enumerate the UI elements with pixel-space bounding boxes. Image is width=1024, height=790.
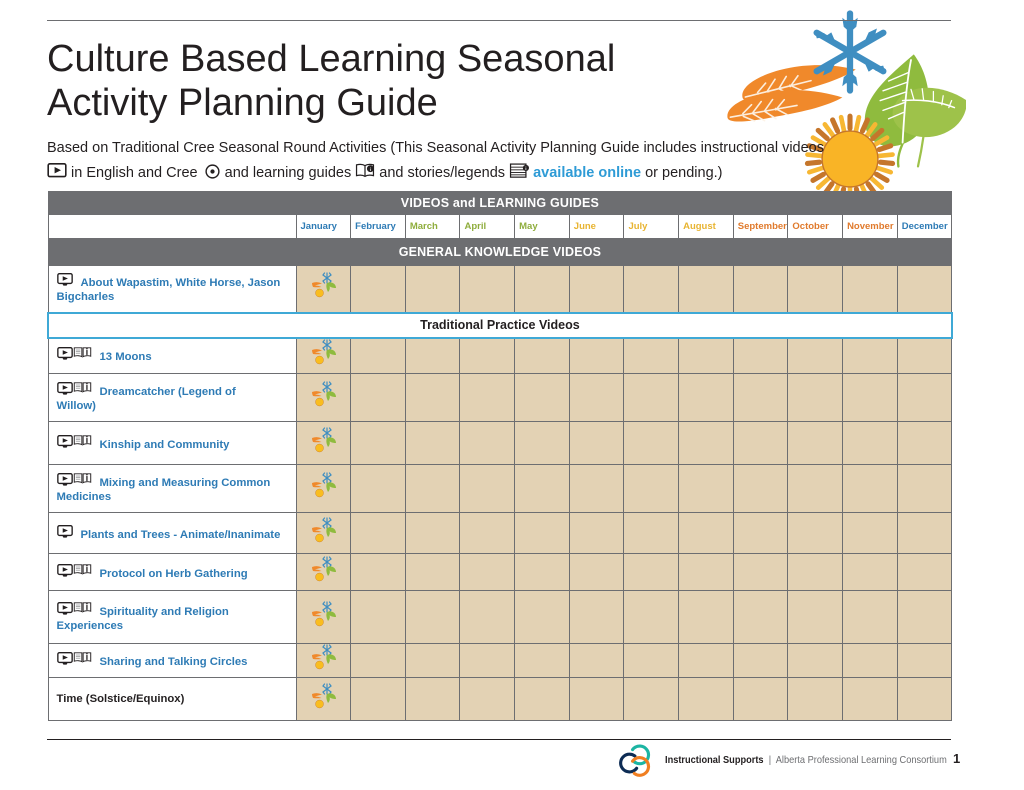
svg-text:i: i — [525, 166, 526, 171]
svg-text:i: i — [370, 167, 371, 172]
